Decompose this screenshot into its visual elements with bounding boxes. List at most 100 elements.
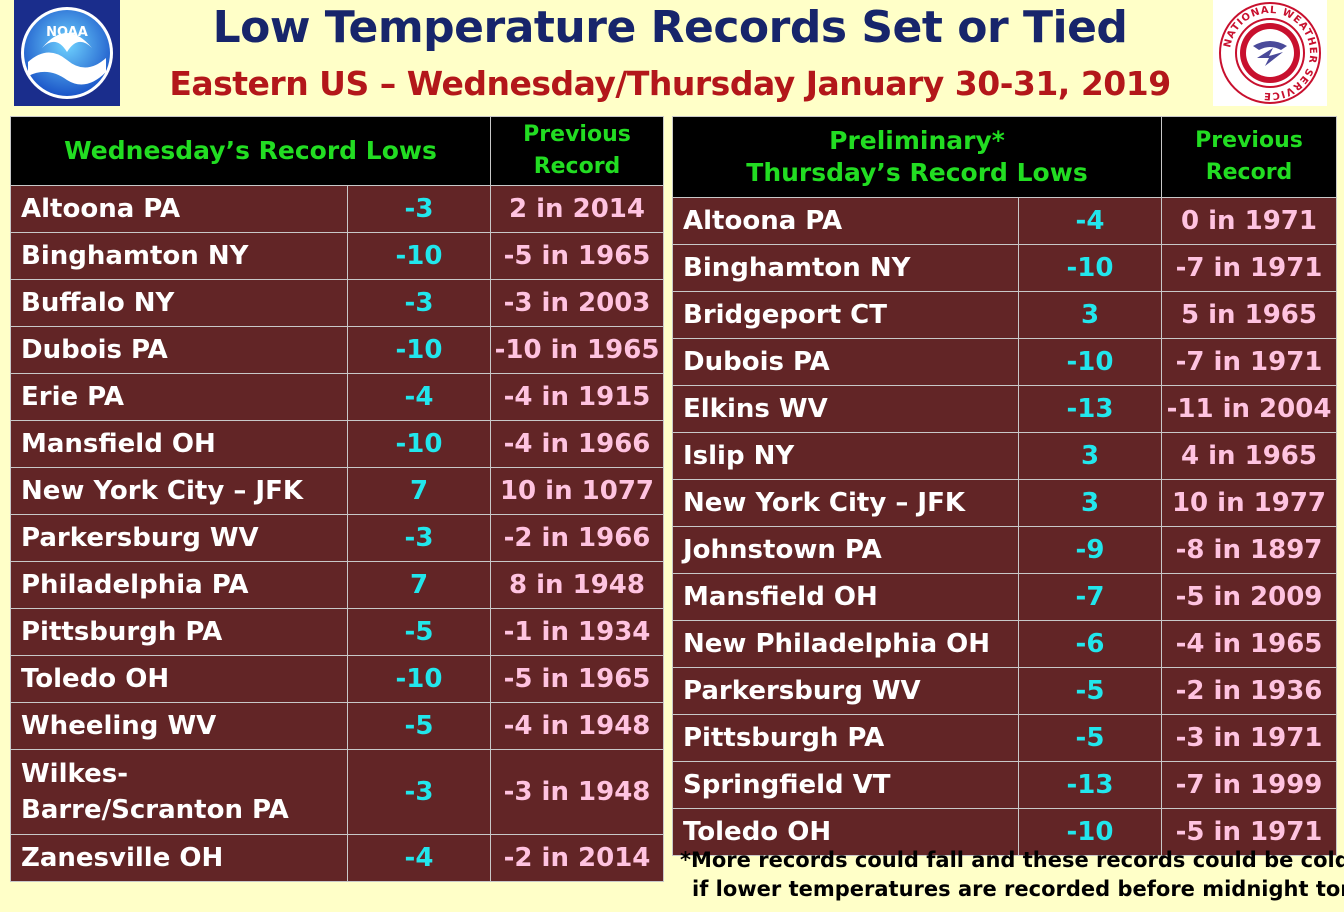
record-low-cell: -10 xyxy=(1018,338,1162,386)
table-row: Bridgeport CT 3 5 in 1965 xyxy=(672,291,1337,339)
previous-record-cell: -3 in 2003 xyxy=(490,279,664,327)
previous-record-cell: 10 in 1077 xyxy=(490,467,664,515)
record-low-cell: -4 xyxy=(347,373,491,421)
record-low-cell: -5 xyxy=(1018,667,1162,715)
city-cell: Toledo OH xyxy=(672,808,1019,856)
city-cell: Parkersburg WV xyxy=(672,667,1019,715)
city-cell: Toledo OH xyxy=(10,655,348,703)
previous-header-line-1: Previous xyxy=(523,122,631,147)
table-row: Pittsburgh PA -5 -1 in 1934 xyxy=(10,608,664,656)
noaa-logo-graphic: NOAA xyxy=(14,0,120,106)
previous-record-cell: 8 in 1948 xyxy=(490,561,664,609)
record-low-cell: -10 xyxy=(347,326,491,374)
footnote: *More records could fall and these recor… xyxy=(680,846,1344,904)
record-low-cell: -10 xyxy=(1018,808,1162,856)
city-cell: Altoona PA xyxy=(10,185,348,233)
city-cell: Pittsburgh PA xyxy=(10,608,348,656)
city-cell: Binghamton NY xyxy=(10,232,348,280)
table-row: Mansfield OH -7 -5 in 2009 xyxy=(672,573,1337,621)
city-cell: Johnstown PA xyxy=(672,526,1019,574)
previous-record-cell: -4 in 1915 xyxy=(490,373,664,421)
record-low-cell: -13 xyxy=(1018,385,1162,433)
previous-record-cell: -2 in 1966 xyxy=(490,514,664,562)
table-row: Elkins WV -13 -11 in 2004 xyxy=(672,385,1337,433)
record-low-cell: -6 xyxy=(1018,620,1162,668)
record-low-cell: -3 xyxy=(347,514,491,562)
page-subtitle: Eastern US – Wednesday/Thursday January … xyxy=(169,64,1171,103)
table-row: Philadelphia PA 7 8 in 1948 xyxy=(10,561,664,609)
city-cell: Philadelphia PA xyxy=(10,561,348,609)
table-row: Binghamton NY -10 -5 in 1965 xyxy=(10,232,664,280)
previous-record-cell: 5 in 1965 xyxy=(1161,291,1337,339)
table-row: Altoona PA -4 0 in 1971 xyxy=(672,197,1337,245)
previous-record-header: Previous Record xyxy=(490,116,664,186)
record-low-cell: -4 xyxy=(1018,197,1162,245)
table-row: Wilkes-Barre/Scranton PA -3 -3 in 1948 xyxy=(10,749,664,835)
thursday-header-line-2: Thursday’s Record Lows xyxy=(746,158,1088,187)
previous-record-cell: -7 in 1999 xyxy=(1161,761,1337,809)
nws-logo: NATIONAL WEATHER SERVICE xyxy=(1213,0,1327,106)
previous-record-cell: -4 in 1965 xyxy=(1161,620,1337,668)
record-low-cell: 3 xyxy=(1018,479,1162,527)
city-cell: New Philadelphia OH xyxy=(672,620,1019,668)
previous-record-cell: -3 in 1971 xyxy=(1161,714,1337,762)
previous-record-cell: -8 in 1897 xyxy=(1161,526,1337,574)
previous-record-header: Previous Record xyxy=(1161,116,1337,198)
previous-record-cell: 2 in 2014 xyxy=(490,185,664,233)
record-low-cell: -3 xyxy=(347,279,491,327)
city-cell: Altoona PA xyxy=(672,197,1019,245)
noaa-logo: NOAA xyxy=(14,0,120,106)
record-low-cell: -3 xyxy=(347,185,491,233)
previous-record-cell: -2 in 2014 xyxy=(490,834,664,882)
previous-header-line-2: Record xyxy=(1205,160,1293,185)
table-row: Zanesville OH -4 -2 in 2014 xyxy=(10,834,664,882)
city-cell: New York City – JFK xyxy=(10,467,348,515)
city-cell: Mansfield OH xyxy=(672,573,1019,621)
table-row: Springfield VT -13 -7 in 1999 xyxy=(672,761,1337,809)
record-low-cell: -5 xyxy=(347,608,491,656)
thursday-records-table: Preliminary* Thursday’s Record Lows Prev… xyxy=(672,116,1337,856)
table-row: Altoona PA -3 2 in 2014 xyxy=(10,185,664,233)
city-cell: Islip NY xyxy=(672,432,1019,480)
city-cell: Parkersburg WV xyxy=(10,514,348,562)
table-row: Johnstown PA -9 -8 in 1897 xyxy=(672,526,1337,574)
record-low-cell: -10 xyxy=(347,655,491,703)
city-cell: Binghamton NY xyxy=(672,244,1019,292)
footnote-line-2: if lower temperatures are recorded befor… xyxy=(692,877,1344,901)
table-row: Buffalo NY -3 -3 in 2003 xyxy=(10,279,664,327)
previous-header-line-1: Previous xyxy=(1195,128,1303,153)
table-row: Wheeling WV -5 -4 in 1948 xyxy=(10,702,664,750)
previous-record-cell: -3 in 1948 xyxy=(490,749,664,835)
city-cell: Pittsburgh PA xyxy=(672,714,1019,762)
table-row: Binghamton NY -10 -7 in 1971 xyxy=(672,244,1337,292)
record-low-cell: 7 xyxy=(347,561,491,609)
table-row: New Philadelphia OH -6 -4 in 1965 xyxy=(672,620,1337,668)
table-header-row: Preliminary* Thursday’s Record Lows Prev… xyxy=(672,116,1337,198)
city-cell: Erie PA xyxy=(10,373,348,421)
record-low-cell: -7 xyxy=(1018,573,1162,621)
city-cell: Wilkes-Barre/Scranton PA xyxy=(10,749,348,835)
svg-text:NOAA: NOAA xyxy=(46,25,88,40)
record-low-cell: 7 xyxy=(347,467,491,515)
record-low-cell: -9 xyxy=(1018,526,1162,574)
previous-record-cell: -5 in 2009 xyxy=(1161,573,1337,621)
table-row: Pittsburgh PA -5 -3 in 1971 xyxy=(672,714,1337,762)
wednesday-records-table: Wednesday’s Record Lows Previous Record … xyxy=(10,116,664,882)
previous-record-cell: -11 in 2004 xyxy=(1161,385,1337,433)
wednesday-header: Wednesday’s Record Lows xyxy=(10,116,491,186)
city-cell: Buffalo NY xyxy=(10,279,348,327)
previous-record-cell: -2 in 1936 xyxy=(1161,667,1337,715)
footnote-line-1: *More records could fall and these recor… xyxy=(680,848,1344,872)
table-row: Parkersburg WV -3 -2 in 1966 xyxy=(10,514,664,562)
record-low-cell: -5 xyxy=(1018,714,1162,762)
record-low-cell: -13 xyxy=(1018,761,1162,809)
page-title: Low Temperature Records Set or Tied xyxy=(212,2,1128,53)
city-cell: Dubois PA xyxy=(10,326,348,374)
wednesday-header-label: Wednesday’s Record Lows xyxy=(64,136,437,165)
previous-record-cell: -5 in 1971 xyxy=(1161,808,1337,856)
previous-header-line-2: Record xyxy=(533,154,621,179)
previous-record-cell: 10 in 1977 xyxy=(1161,479,1337,527)
record-low-cell: -3 xyxy=(347,749,491,835)
table-row: Parkersburg WV -5 -2 in 1936 xyxy=(672,667,1337,715)
table-row: Toledo OH -10 -5 in 1965 xyxy=(10,655,664,703)
